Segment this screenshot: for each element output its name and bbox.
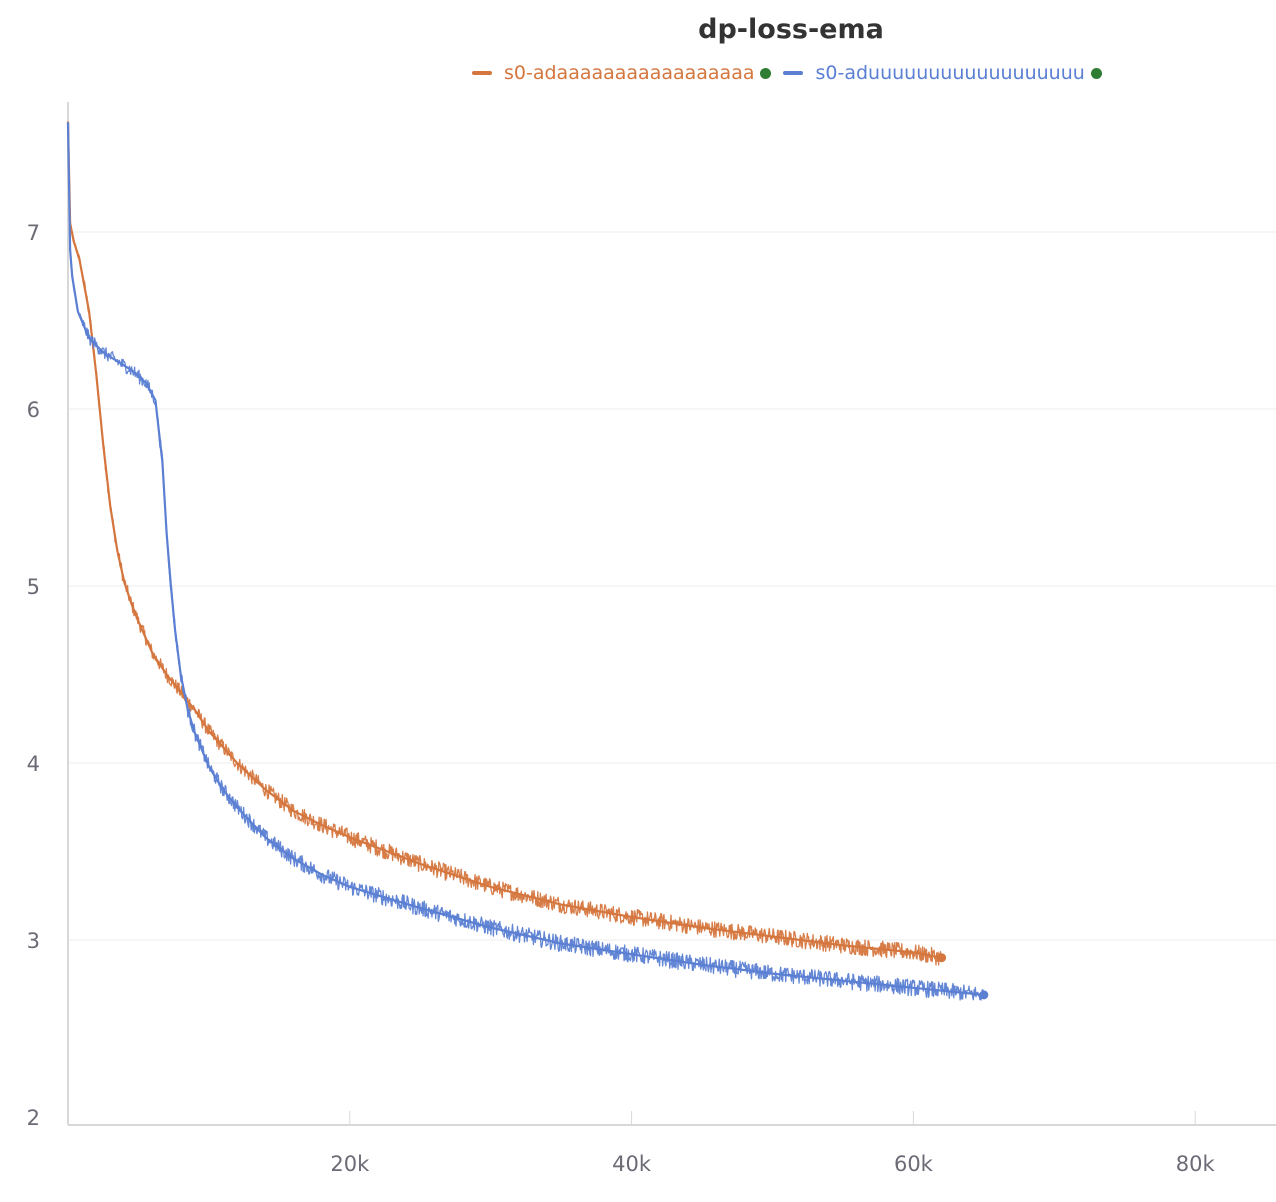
series-1-endpoint xyxy=(937,953,947,963)
y-tick-label: 5 xyxy=(27,575,40,599)
grid-lines xyxy=(68,231,1276,941)
legend-label: s0-aduuuuuuuuuuuuuuuuuu xyxy=(815,62,1085,84)
tick-labels: 2 3 4 5 6 7 20k 40k 60k 80k xyxy=(27,221,1216,1176)
y-tick-label: 7 xyxy=(27,221,40,245)
legend-entry-series-1[interactable]: s0-adaaaaaaaaaaaaaaaaa xyxy=(472,62,772,84)
series-2-noise xyxy=(67,122,985,1001)
y-tick-label: 4 xyxy=(27,752,40,776)
chart-title: dp-loss-ema xyxy=(698,14,884,45)
legend-entry-series-2[interactable]: s0-aduuuuuuuuuuuuuuuuuu xyxy=(783,62,1102,84)
series-1-noise xyxy=(67,121,942,966)
legend-swatch xyxy=(783,71,804,75)
x-tick-label: 60k xyxy=(894,1152,934,1176)
axes xyxy=(67,102,1276,1126)
x-tick-label: 80k xyxy=(1176,1152,1216,1176)
run-status-dot-icon xyxy=(760,67,772,79)
series-layer xyxy=(66,121,989,1001)
y-tick-label: 2 xyxy=(27,1106,40,1130)
series-2-endpoint xyxy=(979,990,989,1000)
legend-label: s0-adaaaaaaaaaaaaaaaaa xyxy=(504,62,755,84)
x-tick-label: 40k xyxy=(612,1152,652,1176)
series-2-line xyxy=(66,122,985,996)
legend: s0-adaaaaaaaaaaaaaaaaa s0-aduuuuuuuuuuuu… xyxy=(472,58,1114,88)
run-status-dot-icon xyxy=(1090,67,1102,79)
series-1-line xyxy=(66,122,942,959)
y-tick-label: 6 xyxy=(27,398,40,422)
x-tick-label: 20k xyxy=(330,1152,370,1176)
legend-swatch xyxy=(472,71,492,75)
y-tick-label: 3 xyxy=(27,929,40,953)
